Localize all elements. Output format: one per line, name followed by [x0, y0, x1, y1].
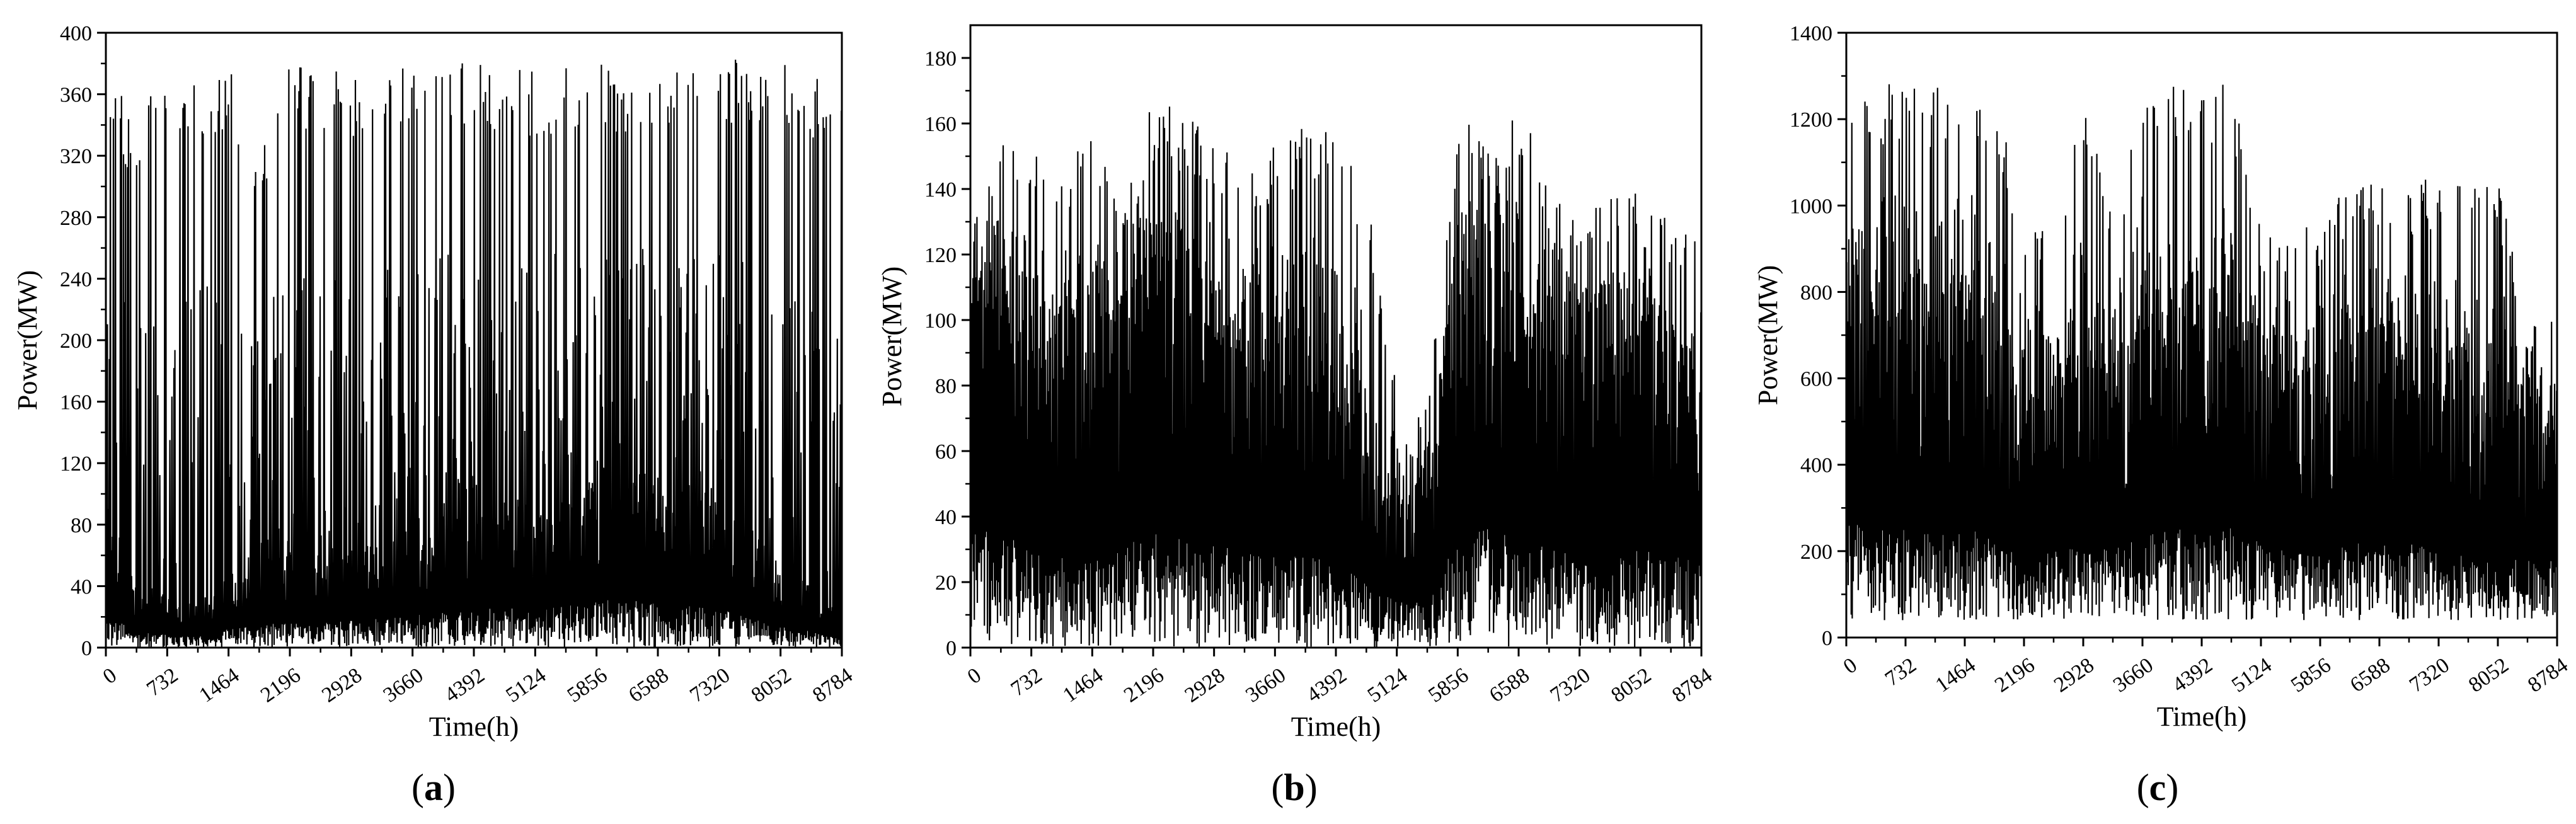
x-tick-label: 5124 [502, 663, 550, 707]
x-tick-label: 4392 [1302, 663, 1351, 707]
y-tick-label: 40 [71, 575, 92, 598]
x-tick-label: 3660 [1241, 663, 1290, 707]
y-tick-label: 160 [924, 113, 957, 136]
x-tick-label: 3660 [379, 663, 428, 707]
x-tick-label: 732 [142, 663, 182, 701]
panel-label-a: (a) [411, 767, 456, 808]
y-tick-label: 0 [946, 637, 957, 660]
x-tick-label: 5856 [1424, 663, 1473, 707]
y-tick-label: 140 [924, 178, 957, 202]
x-tick-label: 1464 [1931, 653, 1980, 697]
series-line-a [105, 59, 842, 648]
x-tick-label: 2928 [2050, 653, 2098, 697]
series-line-c [1845, 84, 2558, 621]
series-line-b [969, 106, 1702, 648]
chart-panel-c: 0 200 400 600 800 1000 1200 1400 0 732 1464 2196 292… [1752, 22, 2572, 808]
x-tick-label: 2196 [256, 663, 305, 707]
x-tick-label: 6588 [624, 663, 673, 707]
x-tick-label: 3660 [2109, 653, 2158, 697]
y-tick-label: 60 [935, 440, 957, 464]
y-tick-label: 160 [60, 391, 92, 415]
y-tick-label: 120 [60, 452, 92, 476]
y-axis-title: Power(MW) [1752, 265, 1783, 405]
y-tick-label: 200 [1800, 541, 1832, 564]
y-tick-label: 1000 [1790, 195, 1832, 218]
x-tick-label: 5124 [1364, 663, 1412, 707]
x-tick-label: 8784 [1668, 663, 1716, 707]
panel-label-c: (c) [2137, 767, 2179, 808]
y-tick-label: 1400 [1790, 22, 1832, 45]
x-tick-label: 1464 [195, 663, 244, 707]
x-axis-title: Time(h) [429, 711, 519, 742]
x-tick-label: 8784 [808, 663, 857, 707]
y-tick-label: 600 [1800, 368, 1832, 391]
chart-panel-a: 0 40 80 120 160 200 240 280 320 360 400 0 732 1464 219… [12, 22, 857, 808]
x-tick-label: 2928 [318, 663, 366, 707]
x-tick-label: 8784 [2524, 653, 2572, 697]
x-tick-label: 7320 [686, 663, 734, 707]
x-tick-label: 7320 [2405, 653, 2454, 697]
y-tick-label: 0 [81, 637, 92, 660]
x-tick-label: 732 [1007, 663, 1047, 701]
x-tick-label: 2928 [1181, 663, 1229, 707]
x-tick-label: 0 [1839, 653, 1861, 678]
y-tick-label: 100 [924, 309, 957, 333]
x-tick-label: 8052 [2464, 653, 2513, 697]
y-tick-label: 80 [935, 375, 957, 398]
x-tick-label: 2196 [1120, 663, 1168, 707]
panel-label-b: (b) [1271, 767, 1317, 808]
x-tick-label: 7320 [1546, 663, 1595, 707]
y-tick-label: 400 [60, 22, 92, 45]
x-axis-title: Time(h) [2157, 701, 2247, 732]
chart-panel-b: 0 20 40 60 80 100 120 140 160 180 0 732 1464 2196 2928… [877, 24, 1716, 808]
x-tick-label: 5856 [563, 663, 612, 707]
y-tick-label: 1200 [1790, 108, 1832, 132]
y-tick-label: 0 [1822, 627, 1832, 650]
y-tick-label: 40 [935, 506, 957, 529]
x-tick-label: 5124 [2228, 653, 2276, 697]
x-axis-title: Time(h) [1291, 711, 1381, 742]
y-tick-label: 400 [1800, 454, 1832, 478]
y-tick-label: 120 [924, 244, 957, 267]
x-tick-label: 0 [99, 663, 121, 689]
y-tick-label: 280 [60, 207, 92, 230]
x-tick-label: 8052 [747, 663, 796, 707]
x-tick-label: 8052 [1607, 663, 1655, 707]
x-tick-label: 4392 [440, 663, 489, 707]
y-tick-label: 360 [60, 84, 92, 107]
y-tick-label: 20 [935, 571, 957, 595]
y-tick-label: 240 [60, 268, 92, 291]
x-tick-label: 4392 [2168, 653, 2217, 697]
x-tick-label: 6588 [2346, 653, 2395, 697]
y-tick-label: 180 [924, 47, 957, 71]
y-tick-label: 800 [1800, 281, 1832, 304]
x-tick-label: 6588 [1485, 663, 1534, 707]
y-axis-title: Power(MW) [12, 270, 43, 410]
x-tick-label: 0 [963, 663, 986, 689]
x-tick-label: 732 [1881, 653, 1921, 691]
y-axis-title: Power(MW) [877, 266, 907, 406]
y-tick-label: 320 [60, 145, 92, 168]
y-tick-label: 200 [60, 329, 92, 353]
x-tick-label: 2196 [1991, 653, 2039, 697]
x-tick-label: 1464 [1059, 663, 1107, 707]
y-tick-label: 80 [71, 514, 92, 537]
x-tick-label: 5856 [2287, 653, 2335, 697]
